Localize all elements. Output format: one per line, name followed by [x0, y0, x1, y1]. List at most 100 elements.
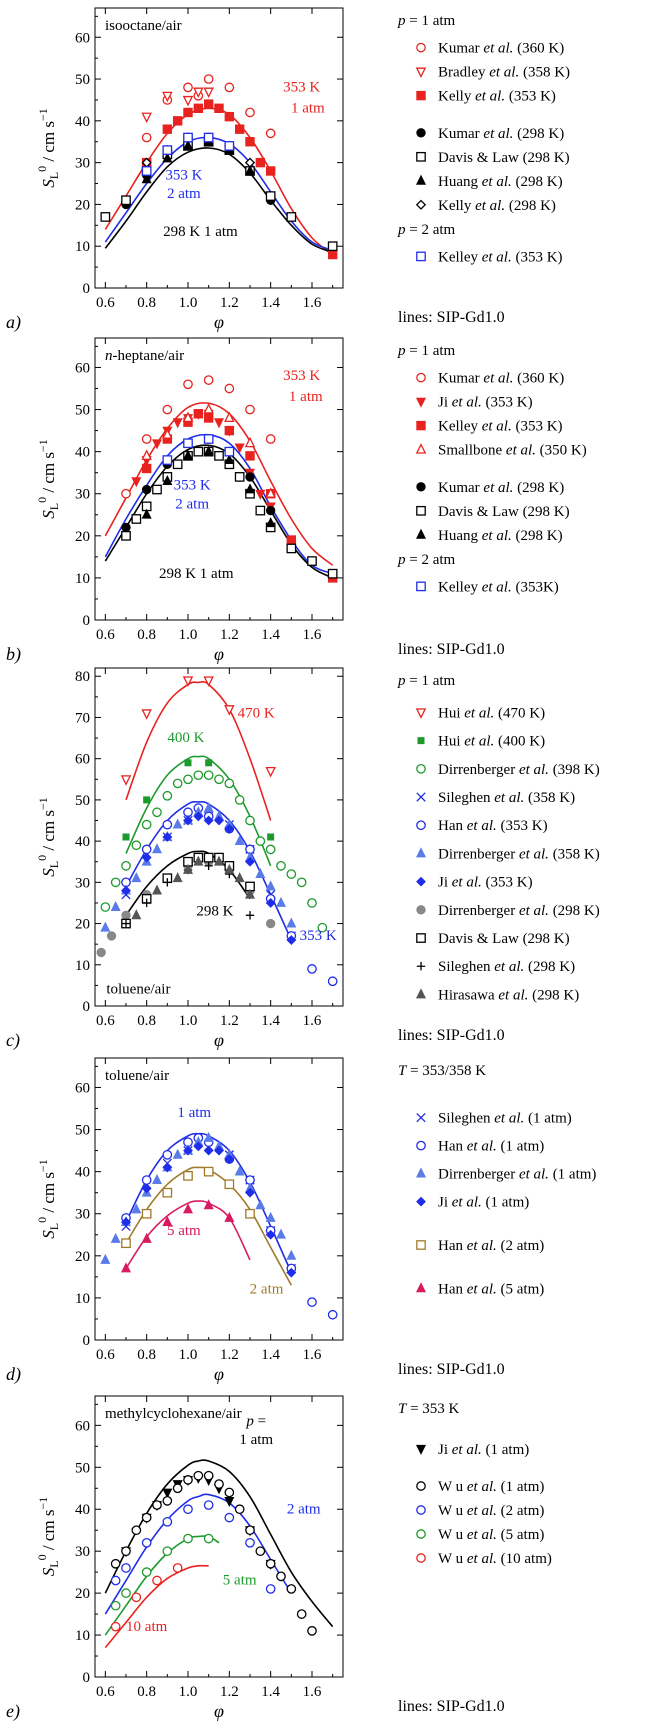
data-point — [203, 676, 214, 687]
data-point — [141, 484, 152, 495]
data-point — [224, 1154, 235, 1164]
data-point — [234, 795, 245, 805]
data-point — [203, 1166, 214, 1177]
y-label-sup: 0 — [35, 166, 49, 172]
y-axis-label: SL0 / cm s−1 — [35, 1497, 61, 1576]
data-point — [255, 157, 266, 168]
model-line-4 — [104, 1564, 209, 1649]
x-tick-label: 0.8 — [137, 627, 156, 643]
data-point — [224, 411, 235, 423]
x-tick-label: 1.4 — [261, 1684, 280, 1700]
data-point — [141, 1183, 152, 1194]
legend-header: p = 1 atm — [397, 343, 456, 359]
legend-entry-label: Sileghen et al. (298 K) — [438, 959, 575, 975]
data-point — [110, 900, 121, 911]
data-point — [162, 819, 173, 830]
data-point — [224, 111, 235, 122]
data-point — [224, 1179, 235, 1190]
data-point — [234, 835, 245, 846]
legend-marker — [416, 933, 426, 943]
data-point — [121, 1588, 131, 1598]
data-point — [141, 1232, 152, 1243]
data-point — [265, 1229, 276, 1240]
data-point — [214, 1145, 224, 1156]
x-tick-label: 1.4 — [261, 1013, 280, 1029]
x-tick-label: 0.8 — [137, 1347, 156, 1363]
data-point — [131, 1525, 142, 1536]
legend-entry-label: Han et al. (5 atm) — [438, 1281, 544, 1297]
data-point — [255, 867, 266, 878]
annotation-label: 1 atm — [289, 389, 323, 405]
data-point — [224, 705, 235, 716]
data-point — [276, 861, 286, 871]
data-point — [203, 1199, 214, 1210]
series-8 — [162, 434, 235, 465]
legend-entry-label: Kelley et al. (353 K) — [438, 249, 563, 265]
legend-marker — [415, 174, 427, 185]
legend-marker — [416, 420, 426, 431]
y-tick-label: 0 — [83, 281, 91, 297]
data-point — [172, 872, 183, 883]
data-point — [265, 191, 276, 201]
annotation-label: 1 atm — [239, 1432, 273, 1448]
data-point — [141, 1512, 152, 1523]
y-axis-label: SL0 / cm s−1 — [35, 1159, 61, 1238]
data-point — [162, 1149, 173, 1160]
data-point — [286, 935, 297, 945]
data-point — [245, 856, 255, 867]
data-point — [224, 141, 235, 151]
plot-frame — [94, 1395, 344, 1678]
legend-header: p = 1 atm — [397, 13, 456, 29]
data-point — [203, 1500, 214, 1510]
data-point — [214, 815, 224, 826]
legend-marker — [416, 1240, 426, 1250]
data-point — [224, 1496, 235, 1507]
legend-marker — [416, 1196, 426, 1207]
x-tick-label: 0.8 — [137, 295, 156, 311]
series-1 — [121, 375, 276, 499]
legend-entry-label: Kumar et al. (360 K) — [438, 41, 564, 57]
legend-entry-label: Han et al. (2 atm) — [438, 1238, 544, 1254]
data-point — [203, 132, 214, 143]
y-label-sup: 0 — [35, 1217, 49, 1223]
data-point — [162, 1162, 173, 1173]
data-point — [120, 775, 132, 786]
legend-entry-label: Dirrenberger et al. (398 K) — [438, 762, 600, 778]
series-8 — [141, 132, 235, 176]
y-label-sub: L — [47, 1223, 61, 1230]
data-point — [245, 1187, 255, 1198]
data-point — [141, 852, 152, 863]
data-point — [131, 477, 142, 488]
legend-marker — [416, 1112, 426, 1123]
annotation-label: 353 K — [165, 167, 202, 183]
legend-entry-label: Bradley et al. (358 K) — [438, 65, 570, 81]
data-point — [141, 173, 152, 184]
series-2 — [141, 87, 214, 124]
y-label-units: / cm s — [39, 452, 58, 497]
data-point — [203, 87, 214, 99]
y-tick-label: 60 — [75, 752, 90, 768]
data-point — [162, 1187, 173, 1198]
annotation-label: 298 K 1 atm — [163, 224, 238, 240]
legend: T = 353/358 K Sileghen et al. (1 atm) Han … — [398, 1063, 596, 1297]
data-point — [286, 917, 297, 928]
legend-marker — [415, 1282, 427, 1293]
data-point — [265, 487, 276, 498]
y-tick-label: 20 — [75, 917, 90, 933]
y-label-sup: 0 — [35, 1554, 49, 1560]
annotation-label: toluene/air — [106, 982, 170, 998]
series-3 — [100, 770, 328, 933]
data-point — [110, 1232, 121, 1243]
y-tick-label: 20 — [75, 197, 90, 213]
data-point — [203, 434, 214, 444]
data-point — [162, 152, 173, 163]
series-1 — [141, 74, 276, 143]
legend-entry-label: Hui et al. (400 K) — [438, 734, 545, 750]
data-point — [121, 530, 131, 541]
data-point — [307, 1297, 317, 1307]
data-point — [204, 861, 213, 871]
data-point — [110, 877, 121, 888]
legend-marker — [416, 42, 426, 53]
legend: p = 1 atm Hui et al. (470 K) Hui et al. (4… — [397, 673, 600, 1003]
